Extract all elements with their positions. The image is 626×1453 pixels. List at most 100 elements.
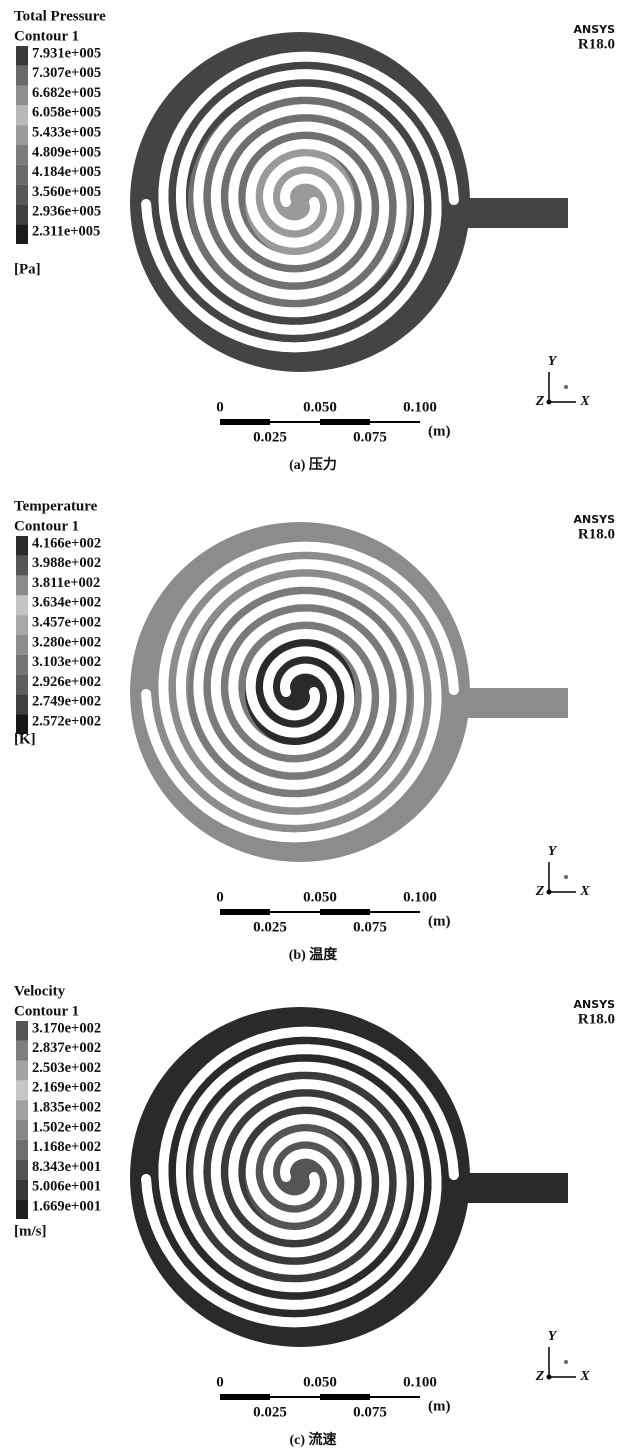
legend-label: 4.166e+002: [32, 535, 101, 551]
version: R18.0: [578, 36, 615, 52]
legend-swatch: [16, 105, 28, 125]
legend-label: 2.749e+002: [32, 694, 101, 710]
outlet: [455, 198, 568, 228]
subtitle: Contour 1: [14, 518, 79, 534]
legend-swatch: [16, 1080, 28, 1100]
legend-label: 1.835e+002: [32, 1100, 101, 1116]
legend-swatch: [16, 1061, 28, 1081]
legend-swatch: [16, 655, 28, 675]
unit: [K]: [14, 731, 36, 747]
legend-swatch: [16, 185, 28, 205]
scale-bar-segment: [320, 419, 370, 425]
scale-bar-segment: [220, 909, 270, 915]
scale-major-label: 0.050: [303, 1374, 337, 1390]
scale-major-label: 0.050: [303, 399, 337, 415]
legend-swatch: [16, 1179, 28, 1199]
legend-label: 3.634e+002: [32, 595, 101, 611]
scale-major-label: 0: [216, 399, 224, 415]
scale-unit: (m): [428, 913, 451, 929]
axis-origin: [547, 1375, 552, 1380]
unit: [Pa]: [14, 261, 41, 277]
legend-label: 3.280e+002: [32, 634, 101, 650]
caption: (c) 流速: [289, 1431, 336, 1448]
axis-x-label: X: [579, 394, 590, 409]
legend-swatch: [16, 1041, 28, 1061]
scale-minor-label: 0.025: [253, 919, 287, 935]
legend-label: 3.560e+005: [32, 184, 101, 200]
axis-x-label: X: [579, 884, 590, 899]
axis-y-label: Y: [548, 1329, 558, 1344]
axis-dot: [564, 875, 568, 879]
legend-swatch: [16, 536, 28, 556]
legend-label: 3.457e+002: [32, 615, 101, 631]
scale-major-label: 0.050: [303, 889, 337, 905]
legend-label: 2.503e+002: [32, 1060, 101, 1076]
version: R18.0: [578, 526, 615, 542]
legend-label: 1.669e+001: [32, 1199, 101, 1215]
scale-bar-segment: [220, 1394, 270, 1400]
legend-swatch: [16, 165, 28, 185]
legend-swatch: [16, 204, 28, 224]
legend-label: 1.502e+002: [32, 1119, 101, 1135]
scale-bar-segment: [320, 909, 370, 915]
axis-z-label: Z: [535, 884, 545, 899]
legend-label: 8.343e+001: [32, 1159, 101, 1175]
axis-y-label: Y: [548, 844, 558, 859]
legend-label: 5.006e+001: [32, 1179, 101, 1195]
axis-x-label: X: [579, 1369, 590, 1384]
scale-major-label: 0.100: [403, 1374, 437, 1390]
legend-swatch: [16, 1120, 28, 1140]
axis-dot: [564, 1360, 568, 1364]
legend-swatch: [16, 224, 28, 244]
legend-label: 6.058e+005: [32, 105, 101, 121]
figure: Total PressureContour 17.931e+0057.307e+…: [0, 0, 626, 1453]
caption: (b) 温度: [289, 946, 339, 963]
legend-swatch: [16, 66, 28, 86]
scale-major-label: 0.100: [403, 889, 437, 905]
legend-label: 6.682e+005: [32, 85, 101, 101]
legend-swatch: [16, 694, 28, 714]
outlet: [455, 688, 568, 718]
unit: [m/s]: [14, 1223, 47, 1239]
scale-minor-label: 0.075: [353, 1404, 387, 1420]
legend-label: 5.433e+005: [32, 125, 101, 141]
scale-bar-segment: [220, 419, 270, 425]
legend-label: 1.168e+002: [32, 1139, 101, 1155]
subtitle: Contour 1: [14, 1003, 79, 1019]
legend-swatch: [16, 1160, 28, 1180]
caption: (a) 压力: [289, 456, 337, 473]
legend-label: 2.572e+002: [32, 714, 101, 730]
legend-label: 3.103e+002: [32, 654, 101, 670]
scale-unit: (m): [428, 1398, 451, 1414]
version: R18.0: [578, 1011, 615, 1027]
legend-swatch: [16, 145, 28, 165]
axis-origin: [547, 400, 552, 405]
legend-label: 7.307e+005: [32, 65, 101, 81]
scale-unit: (m): [428, 423, 451, 439]
brand: ANSYS: [573, 23, 615, 36]
scale-major-label: 0: [216, 1374, 224, 1390]
scale-minor-label: 0.075: [353, 919, 387, 935]
legend-swatch: [16, 1021, 28, 1041]
legend-label: 7.931e+005: [32, 45, 101, 61]
legend-label: 4.184e+005: [32, 164, 101, 180]
scale-bar-segment: [270, 421, 320, 423]
legend-swatch: [16, 1199, 28, 1219]
outlet: [455, 1173, 568, 1203]
scale-bar-segment: [320, 1394, 370, 1400]
legend-swatch: [16, 635, 28, 655]
legend-label: 2.837e+002: [32, 1040, 101, 1056]
axis-z-label: Z: [535, 1369, 545, 1384]
legend-swatch: [16, 125, 28, 145]
scale-bar-segment: [370, 911, 420, 913]
scale-minor-label: 0.025: [253, 1404, 287, 1420]
legend-swatch: [16, 1100, 28, 1120]
legend-label: 2.936e+005: [32, 204, 101, 220]
axis-y-label: Y: [548, 354, 558, 369]
legend-label: 3.988e+002: [32, 555, 101, 571]
legend-swatch: [16, 1140, 28, 1160]
axis-dot: [564, 385, 568, 389]
